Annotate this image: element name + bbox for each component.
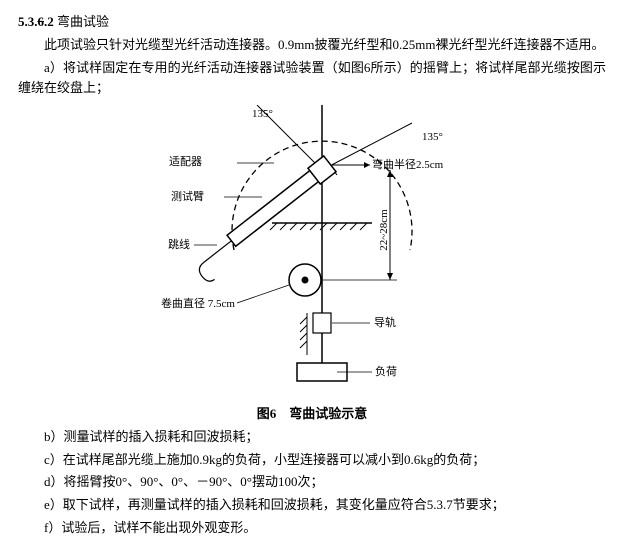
label-angle-left: 135° — [252, 108, 273, 120]
label-angle-right: 135° — [422, 131, 443, 143]
label-arm: 测试臂 — [171, 190, 204, 203]
label-load: 负荷 — [375, 364, 397, 378]
para-2a: a）将试样固定在专用的光纤活动连接器试验装置（如图6所示）的摇臂上；将试样尾部光… — [18, 58, 606, 100]
item-e: e）取下试样，再测量试样的插入损耗和回波损耗，其变化量应符合5.3.7节要求； — [18, 495, 606, 516]
figure-caption: 图6 弯曲试验示意 — [18, 404, 606, 425]
item-f: f）试验后，试样不能出现外观变形。 — [18, 518, 606, 539]
step-list: b）测量试样的插入损耗和回波损耗； c）在试样尾部光缆上施加0.9kg的负荷，小… — [18, 427, 606, 539]
label-jumper: 跳线 — [168, 237, 190, 251]
label-spool-dia: 卷曲直径 7.5cm — [161, 296, 235, 310]
section-number: 5.3.6.2 — [18, 14, 54, 29]
item-c: c）在试样尾部光缆上施加0.9kg的负荷，小型连接器可以减小到0.6kg的负荷； — [18, 450, 606, 471]
section-title: 弯曲试验 — [57, 14, 109, 29]
label-bend-radius: 弯曲半径2.5cm — [372, 157, 444, 171]
bend-test-diagram: 135° 135° 适配器 测试臂 跳线 弯曲半径2.5cm 卷曲直径 7.5c… — [112, 105, 512, 395]
struck-digit: 6 — [38, 14, 45, 29]
label-adapter: 适配器 — [169, 155, 202, 168]
figure-6: 135° 135° 适配器 测试臂 跳线 弯曲半径2.5cm 卷曲直径 7.5c… — [18, 105, 606, 425]
para-1: 此项试验只针对光缆型光纤活动连接器。0.9mm披覆光纤型和0.25mm裸光纤型光… — [18, 35, 606, 56]
item-d: d）将摇臂按0°、90°、0°、－90°、0°摆动100次； — [18, 472, 606, 493]
label-vspan: 22~28cm — [378, 209, 390, 251]
item-b: b）测量试样的插入损耗和回波损耗； — [18, 427, 606, 448]
label-guide: 导轨 — [374, 315, 396, 329]
section-heading: 5.3.6.2 弯曲试验 — [18, 12, 606, 33]
